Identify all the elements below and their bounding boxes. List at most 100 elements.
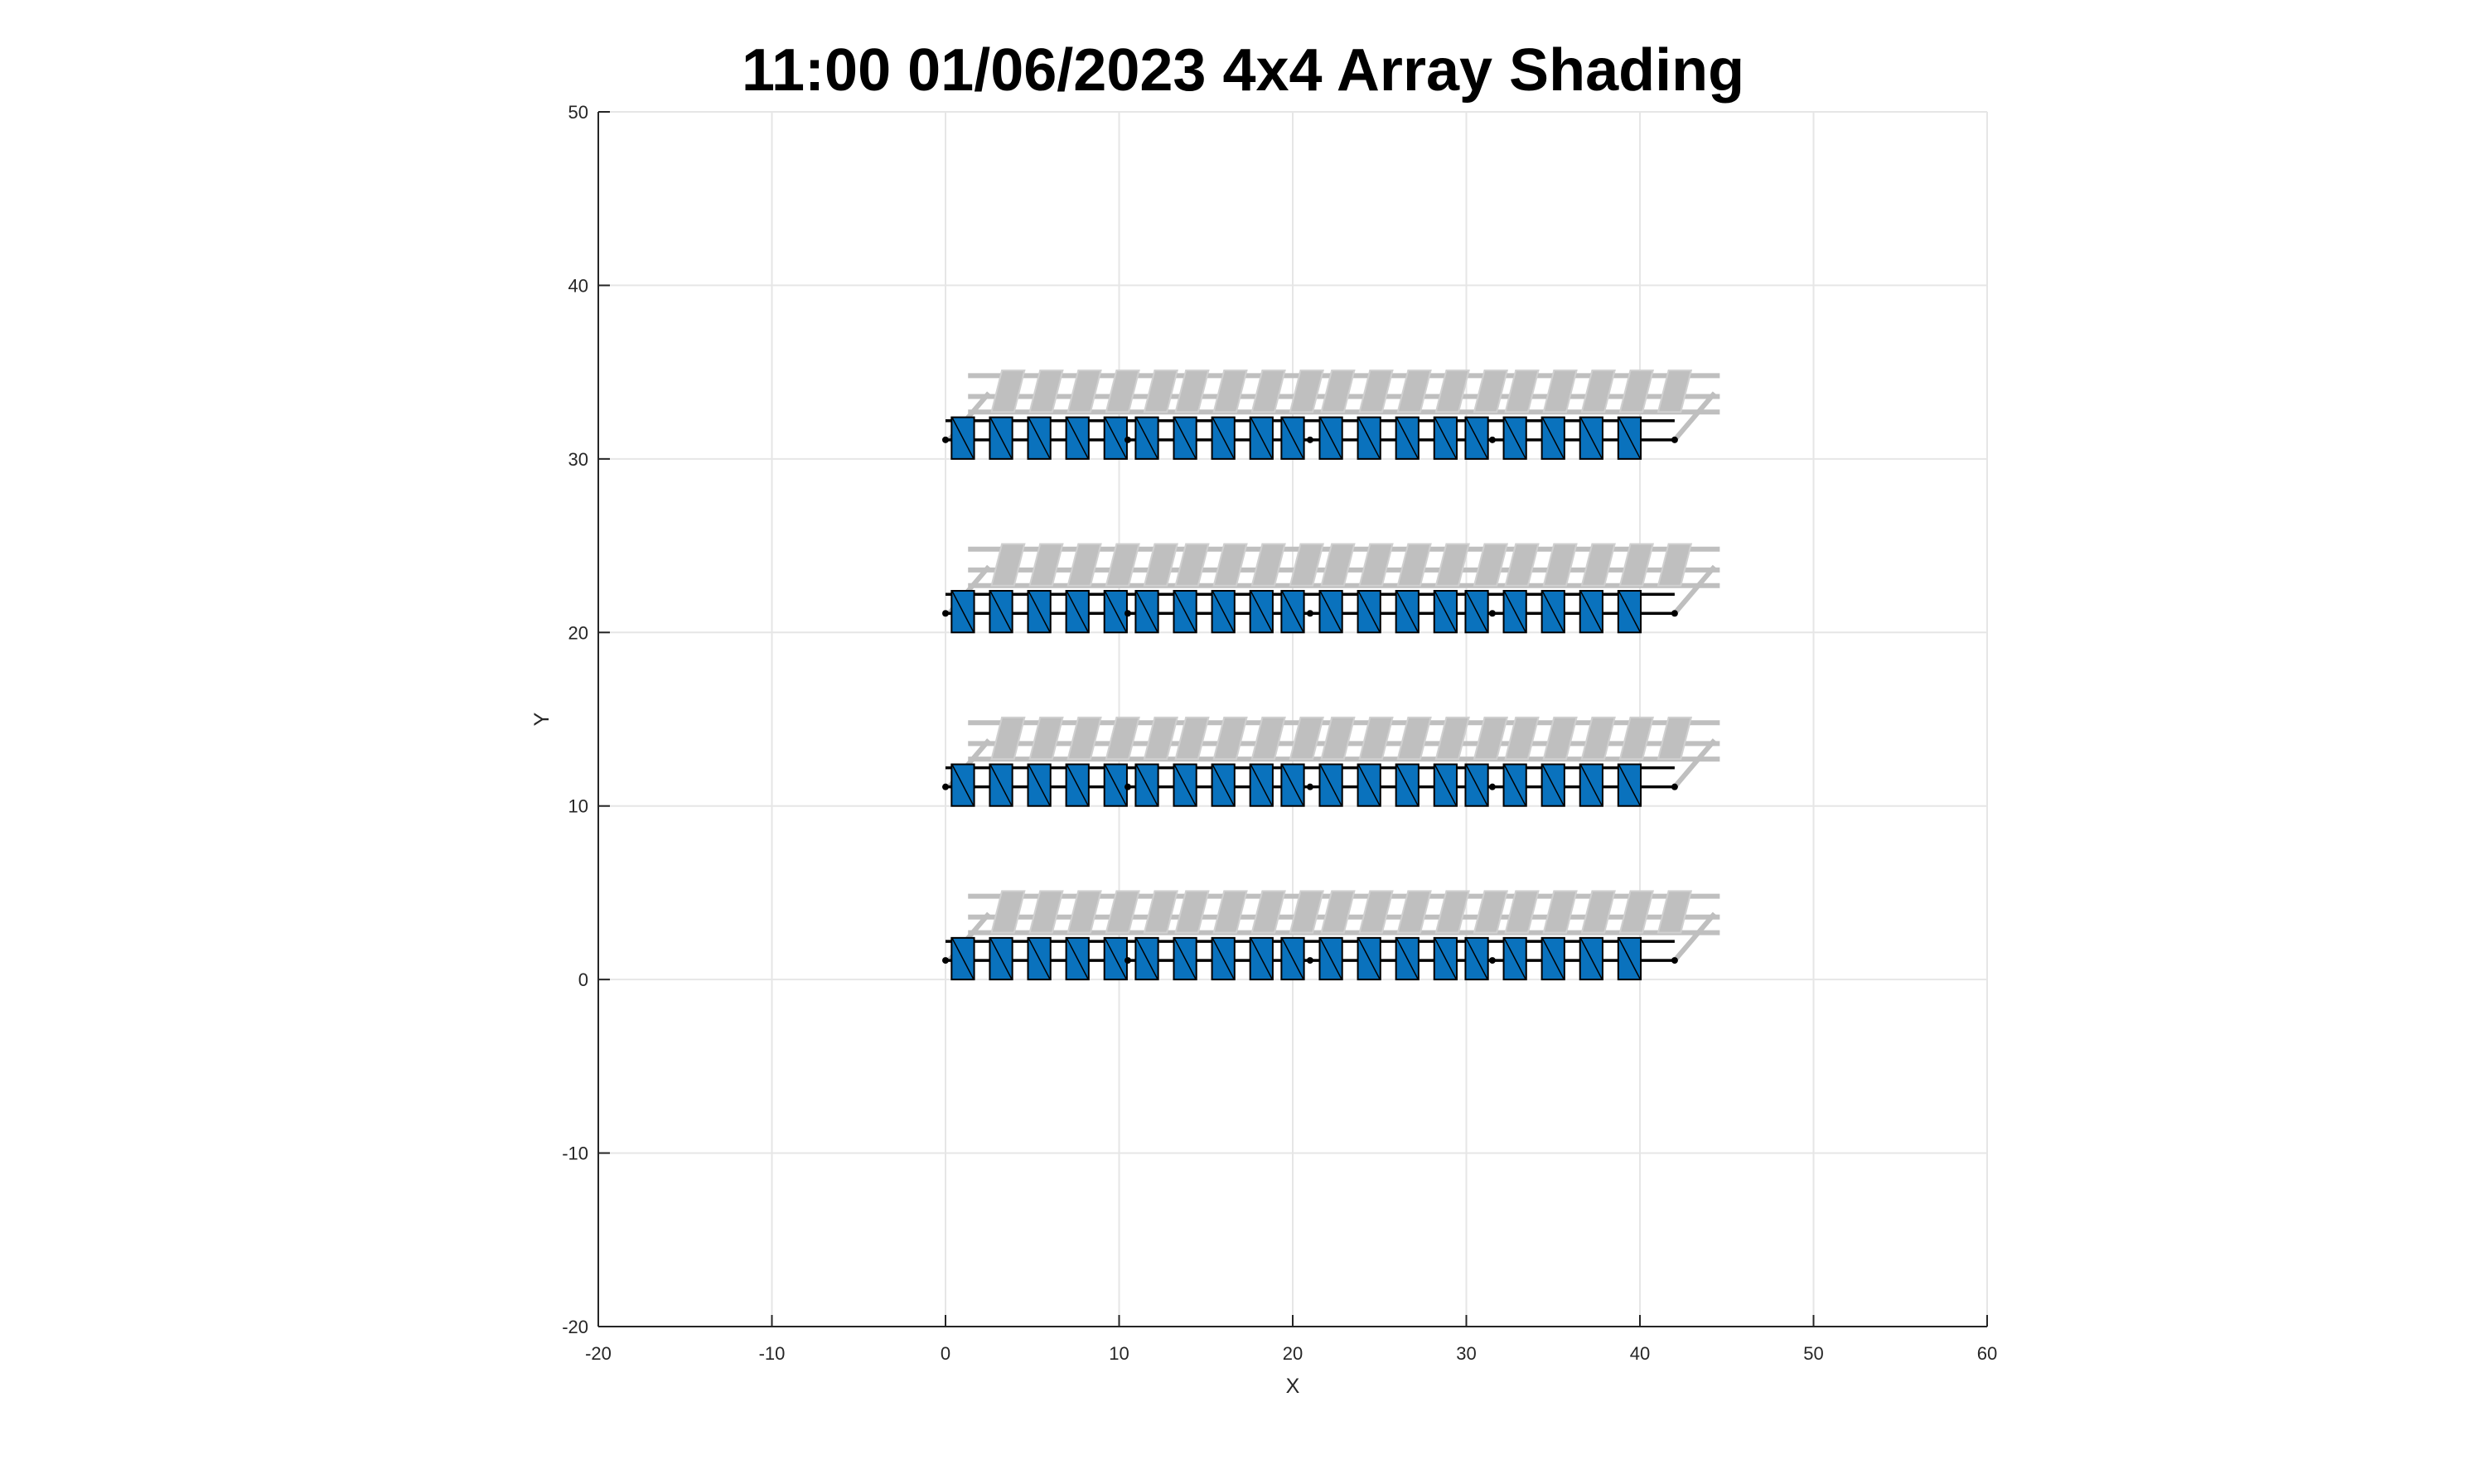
y-tick-label: 50 [568,102,588,123]
shadow-module [1473,890,1509,934]
x-tick-label: 10 [1109,1343,1129,1364]
module-diagonal [1580,418,1603,459]
shadow-module [1657,543,1693,587]
module-diagonal [1319,765,1342,806]
post-marker [1671,957,1678,964]
module-diagonal [1357,938,1381,979]
shadow-edge [1672,738,1717,789]
shadow-module [1174,890,1210,934]
shadow-module [1066,370,1102,413]
shadow-module [1250,890,1286,934]
post-marker [1306,610,1313,617]
shadow-module [1143,890,1178,934]
x-axis-label: X [1286,1375,1300,1398]
module-diagonal [1434,765,1457,806]
module-diagonal [1135,938,1158,979]
module-diagonal [989,591,1013,632]
shadow-module [1320,370,1356,413]
module-diagonal [1250,418,1273,459]
shadow-module [1250,370,1286,413]
post-marker [1124,783,1131,790]
shadow-module [1434,370,1470,413]
shadow-module [1105,716,1140,761]
module-diagonal [1250,765,1273,806]
post-marker [1671,436,1678,443]
shadow-row [946,370,1720,442]
shadow-module [1504,716,1540,761]
shadow-module [1542,370,1578,413]
shadow-module [1028,370,1064,413]
module-diagonal [1542,418,1565,459]
shadow-module [990,716,1026,761]
module-diagonal [989,765,1013,806]
shadow-module [1320,890,1356,934]
module-diagonal [1319,418,1342,459]
module-diagonal [1434,591,1457,632]
shadow-module [1212,716,1248,761]
post-marker [942,957,949,964]
shadow-module [1473,543,1509,587]
module-diagonal [1105,938,1127,979]
x-tick-label: 60 [1977,1343,1997,1364]
post-marker [1306,783,1313,790]
shadow-module [990,543,1026,587]
shadow-module [1143,543,1178,587]
shadow-module [1473,716,1509,761]
module-diagonal [1281,418,1304,459]
shadow-module [1105,890,1140,934]
module-diagonal [1618,591,1641,632]
x-tick-label: 40 [1630,1343,1650,1364]
module-diagonal [1396,418,1419,459]
module-diagonal [1542,765,1565,806]
shadow-module [1618,370,1654,413]
shadow-module [1542,543,1578,587]
shadow-module [1504,890,1540,934]
shadow-module [1289,370,1324,413]
module-diagonal [1580,765,1603,806]
shadow-module [1212,890,1248,934]
shadow-module [1289,543,1324,587]
module-diagonal [1465,591,1488,632]
module-diagonal [1396,765,1419,806]
module-diagonal [1135,418,1158,459]
module-diagonal [1105,418,1127,459]
module-diagonal [1618,418,1641,459]
module-diagonal [1618,765,1641,806]
shadow-module [1618,716,1654,761]
shadow-module [1174,716,1210,761]
shadow-row [946,890,1720,963]
shadow-module [1143,716,1178,761]
shadow-row [946,543,1720,616]
module-diagonal [989,938,1013,979]
shadow-module [1434,890,1470,934]
shadow-module [1250,543,1286,587]
shadow-module [1580,543,1616,587]
module-diagonal [1066,418,1089,459]
array-layer [942,416,1678,981]
shadow-module [1542,890,1578,934]
shadow-module [990,370,1026,413]
post-marker [942,783,949,790]
post-marker [1124,436,1131,443]
module-diagonal [1434,418,1457,459]
shadow-module [1212,370,1248,413]
shadow-module [1028,890,1064,934]
post-marker [942,436,949,443]
module-diagonal [1357,765,1381,806]
x-tick-label: 0 [941,1343,950,1364]
shadow-row [946,716,1720,789]
axis-labels: -20 -10 0 10 20 30 40 50 60 -20 -10 0 10 20 30 40 50 X Y [530,102,1997,1398]
shadow-module [990,890,1026,934]
module-diagonal [1066,938,1089,979]
post-marker [1488,783,1496,790]
post-marker [1124,610,1131,617]
module-diagonal [1503,418,1526,459]
x-tick-label: -20 [585,1343,612,1364]
module-diagonal [1250,938,1273,979]
post-marker [1488,436,1496,443]
module-diagonal [1319,591,1342,632]
chart-title: 11:00 01/06/2023 4x4 Array Shading [741,37,1745,104]
shadow-module [1657,370,1693,413]
shadow-module [1618,890,1654,934]
